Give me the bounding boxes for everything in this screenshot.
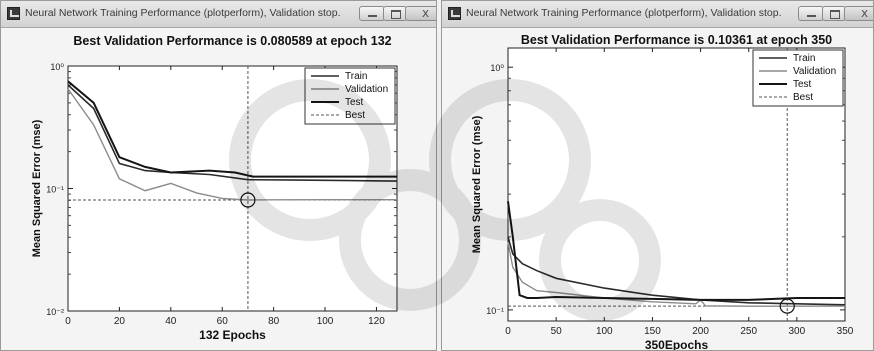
minimize-button[interactable] [359,6,385,21]
series-line-train [507,236,846,306]
x-tick-label: 200 [692,326,709,337]
best-point-marker [779,298,795,314]
x-tick-label: 350 [837,326,854,337]
x-tick-label: 20 [114,316,126,327]
chart-title: Best Validation Performance is 0.10361 a… [521,33,832,47]
series-line-test [67,80,397,178]
x-tick-label: 0 [505,326,511,337]
chart-title: Best Validation Performance is 0.080589 … [73,34,391,48]
y-tick-label: 10⁰ [490,63,504,73]
x-tick-label: 0 [65,316,71,327]
series-line-test [507,201,845,301]
legend-label-train: Train [345,71,367,82]
legend-label-test: Test [793,79,812,90]
training-performance-window-2: Neural Network Training Performance (plo… [441,0,874,351]
minimize-button[interactable] [798,6,824,21]
matlab-app-icon [448,7,461,20]
y-tick-label: 10⁰ [50,62,64,72]
matlab-app-icon [7,7,20,20]
x-tick-label: 40 [165,316,177,327]
x-axis-label: 132 Epochs [199,328,266,342]
series-line-validation [67,88,397,201]
training-performance-window-1: Neural Network Training Performance (plo… [0,0,437,351]
performance-plot-1: Best Validation Performance is 0.080589 … [31,34,398,342]
maximize-button[interactable] [383,6,407,21]
legend-label-validation: Validation [345,84,388,95]
y-tick-label: 10⁻¹ [46,185,64,195]
series-line-train [67,84,398,182]
window-title: Neural Network Training Performance (plo… [25,7,341,19]
legend: Train Validation Test Best [304,67,396,125]
x-tick-label: 100 [596,326,613,337]
legend: Train Validation Test Best [752,49,844,107]
legend-label-best: Best [345,110,365,121]
window-titlebar[interactable]: Neural Network Training Performance (plo… [1,1,436,28]
window-titlebar[interactable]: Neural Network Training Performance (plo… [442,1,873,28]
best-point-marker [240,192,256,208]
legend-box [304,67,396,125]
legend-box [752,49,844,107]
close-button[interactable] [844,6,873,21]
maximize-button[interactable] [822,6,846,21]
series-line-validation [507,242,846,307]
x-tick-label: 300 [789,326,806,337]
x-tick-label: 80 [268,316,280,327]
x-tick-label: 100 [317,316,334,327]
window-title: Neural Network Training Performance (plo… [466,7,782,19]
x-tick-label: 50 [551,326,563,337]
x-tick-label: 150 [644,326,661,337]
legend-label-validation: Validation [793,66,836,77]
y-axis-label: Mean Squared Error (mse) [471,115,483,253]
legend-label-best: Best [793,92,813,103]
x-tick-label: 250 [740,326,757,337]
y-tick-label: 10⁻¹ [486,306,504,316]
performance-plot-2: Best Validation Performance is 0.10361 a… [471,33,854,351]
legend-label-test: Test [345,97,364,108]
x-axis-label: 350Epochs [645,338,709,351]
x-tick-label: 60 [217,316,229,327]
y-tick-label: 10⁻² [46,307,64,317]
close-button[interactable] [405,6,436,21]
x-tick-label: 120 [368,316,385,327]
y-axis-label: Mean Squared Error (mse) [31,119,43,257]
legend-label-train: Train [793,53,815,64]
